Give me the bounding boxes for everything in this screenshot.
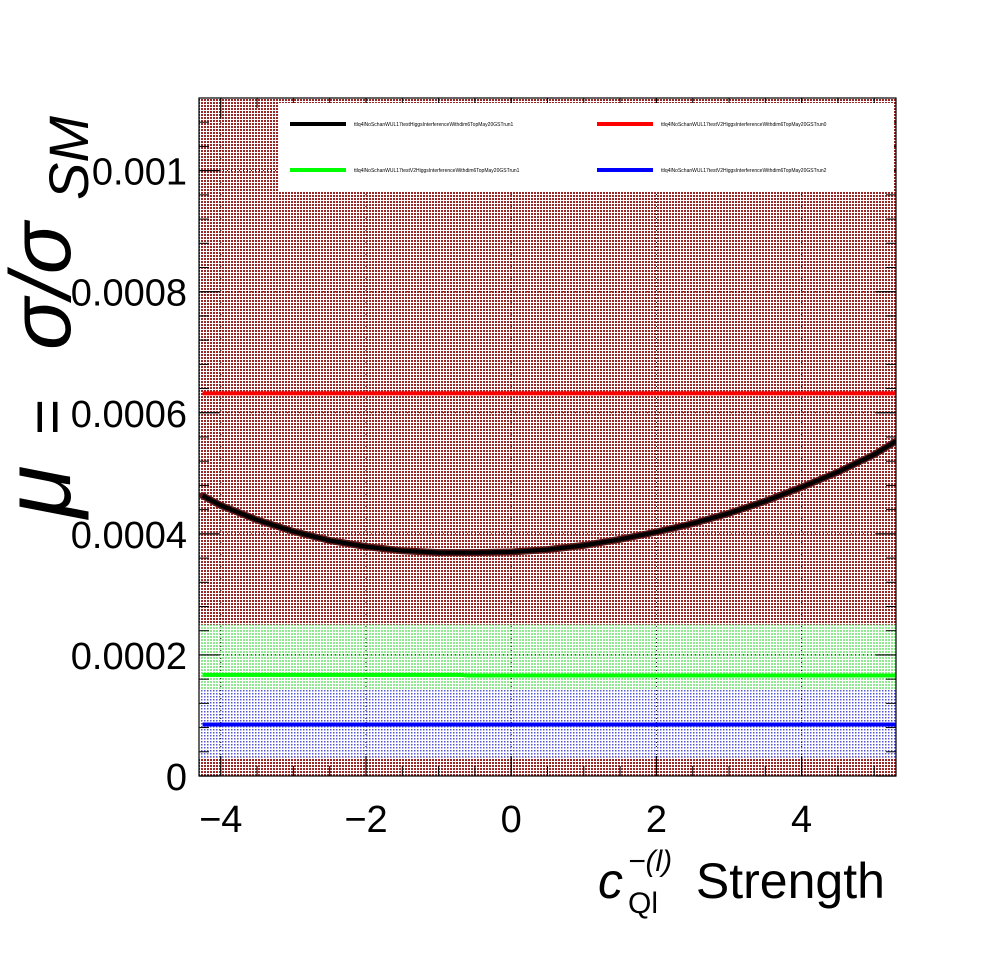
legend-entry-4: ttlq4lNoSchanWUL17testV2HiggsInterferenc… <box>597 168 827 174</box>
y-title-sigma: σ/σ <box>0 219 89 350</box>
legend-label: ttlq4lNoSchanWUL17testV2HiggsInterferenc… <box>354 168 520 174</box>
series-line-3 <box>202 672 896 678</box>
y-tick-label: 0.0006 <box>71 394 187 436</box>
x-axis-title: c −(l) Ql Strength <box>598 845 885 920</box>
series-line-1 <box>201 439 896 555</box>
legend-box <box>278 103 894 192</box>
legend: ttlq4lNoSchanWUL17testHiggsInterferenceW… <box>278 103 894 192</box>
legend-entry-3: ttlq4lNoSchanWUL17testV2HiggsInterferenc… <box>290 168 520 174</box>
x-tick-label: −4 <box>199 799 242 841</box>
x-tick-label: 2 <box>646 799 667 841</box>
y-tick-label: 0 <box>166 757 187 799</box>
x-title-subscript: Ql <box>628 887 658 920</box>
x-title-superscript: −(l) <box>628 845 672 878</box>
legend-label: ttlq4lNoSchanWUL17testV2HiggsInterferenc… <box>661 122 827 128</box>
legend-label: ttlq4lNoSchanWUL17testV2HiggsInterferenc… <box>661 168 827 174</box>
x-tick-label: 4 <box>791 799 812 841</box>
y-axis-title: μ = σ/σ SM <box>0 116 100 521</box>
y-tick-label: 0.001 <box>92 152 187 194</box>
legend-entry-2: ttlq4lNoSchanWUL17testV2HiggsInterferenc… <box>597 122 827 128</box>
legend-entry-1: ttlq4lNoSchanWUL17testHiggsInterferenceW… <box>290 122 514 128</box>
x-tick-label: −2 <box>344 799 387 841</box>
x-title-symbol: c <box>598 853 623 909</box>
y-title-mu: μ <box>0 465 91 521</box>
uncertainty-bands <box>199 98 896 776</box>
y-tick-label: 0.0002 <box>71 636 187 678</box>
legend-label: ttlq4lNoSchanWUL17testHiggsInterferenceW… <box>354 122 514 128</box>
axis-ticks: −4 −2 0 2 4 0 0.0002 0.0004 0.0006 0.0008 0.001 <box>71 98 896 841</box>
y-tick-label: 0.0004 <box>71 515 187 557</box>
y-title-equals: = <box>13 399 82 435</box>
series-lines <box>199 391 896 727</box>
x-title-text: Strength <box>682 853 885 909</box>
x-tick-label: 0 <box>501 799 522 841</box>
y-tick-label: 0.0008 <box>71 273 187 315</box>
uncertainty-band-3 <box>199 624 896 693</box>
y-title-subscript: SM <box>37 116 100 200</box>
